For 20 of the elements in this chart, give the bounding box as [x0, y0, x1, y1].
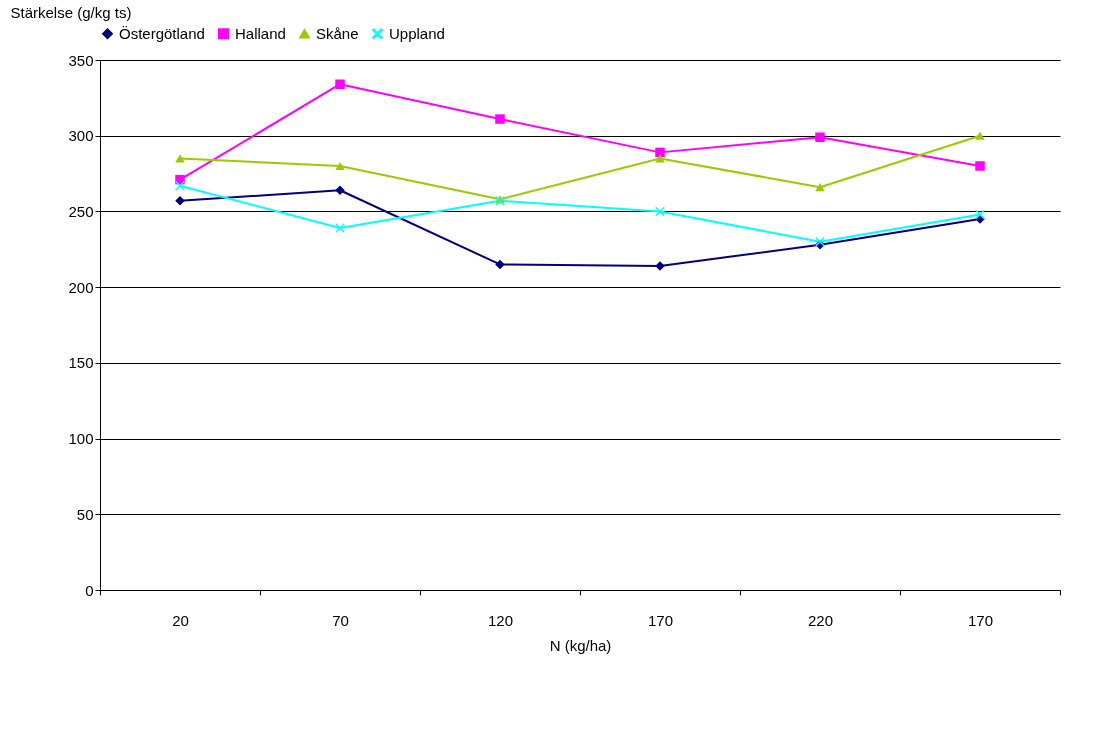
x-tick-label: 170: [967, 611, 994, 629]
x-tick-label: 70: [332, 611, 349, 629]
x-axis-title: N (kg/ha): [549, 636, 612, 654]
y-tick-label: 50: [76, 505, 94, 523]
y-tick-label: 350: [68, 51, 94, 69]
y-tick-label: 200: [68, 278, 94, 296]
x-tick-label: 120: [487, 611, 514, 629]
x-tick-label: 20: [172, 611, 189, 629]
y-tick-label: 150: [68, 354, 94, 372]
x-tick-label: 170: [647, 611, 674, 629]
legend-label: Östergötland: [119, 24, 205, 42]
legend-label: Skåne: [316, 24, 359, 42]
y-tick-label: 0: [85, 581, 94, 599]
y-tick-label: 300: [68, 127, 94, 145]
y-tick-label: 250: [68, 202, 94, 220]
x-tick-label: 220: [807, 611, 834, 629]
legend-label: Uppland: [389, 24, 445, 42]
y-tick-label: 100: [68, 430, 94, 448]
y-axis-title: Stärkelse (g/kg ts): [10, 3, 132, 21]
legend-label: Halland: [235, 24, 286, 42]
